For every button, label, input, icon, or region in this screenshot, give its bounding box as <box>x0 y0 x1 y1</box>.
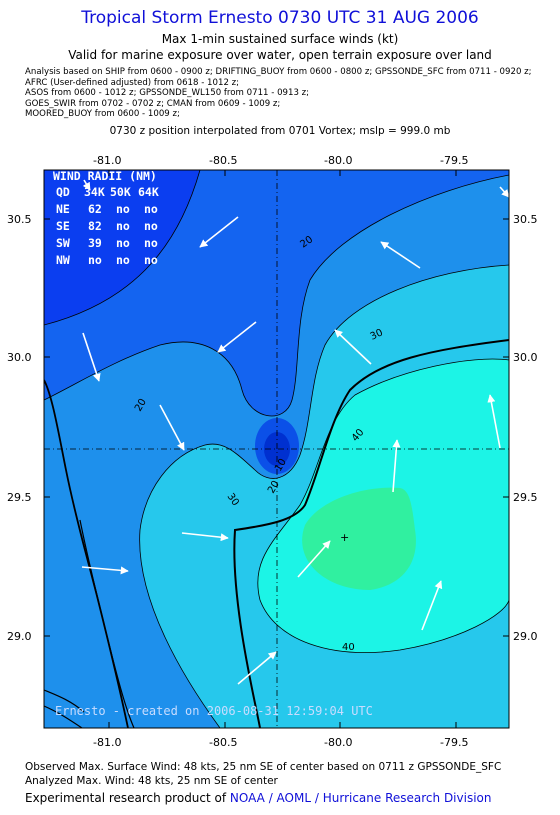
lat-tick-label: 30.5 <box>513 213 538 226</box>
wind-radii-cell: NW <box>56 253 70 267</box>
wind-radii-cell: no <box>116 219 130 233</box>
observation-line: Analysis based on SHIP from 0600 - 0900 … <box>25 67 532 77</box>
lat-tick-label: 29.0 <box>7 630 32 643</box>
wind-vector <box>199 216 239 248</box>
wind-vector <box>237 651 277 685</box>
lat-tick-label: 30.5 <box>7 213 32 226</box>
observation-sources: Analysis based on SHIP from 0600 - 0900 … <box>25 67 532 120</box>
wind-radii-cell: SW <box>56 236 70 250</box>
lat-tick-label: 30.0 <box>513 351 538 364</box>
contour-label: 30 <box>369 327 385 342</box>
contour-10kt <box>44 170 201 326</box>
wind-radii-header: 50K <box>110 185 131 199</box>
contour-40kt <box>257 358 509 653</box>
wind-vector <box>334 329 372 365</box>
lon-tick-label: -79.5 <box>440 736 469 749</box>
credit-line: Experimental research product of NOAA / … <box>25 791 491 805</box>
wind-radii-cell: no <box>144 219 158 233</box>
wind-radii-cell: no <box>116 253 130 267</box>
observation-line: AFRC (User-defined adjusted) from 0618 -… <box>25 77 240 88</box>
wind-vector <box>82 332 101 382</box>
lon-tick-label: -79.5 <box>440 154 469 167</box>
plot-frame <box>43 169 510 729</box>
wind-radii-cell: 82 <box>88 219 102 233</box>
map-title: Tropical Storm Ernesto 0730 UTC 31 AUG 2… <box>81 8 479 28</box>
wind-radii-table: WIND RADII (NM) QD 34K 50K 64K NE 62 no … <box>53 169 159 267</box>
contour-34kt-radius <box>233 339 509 728</box>
observation-line: ASOS from 0600 - 1012 z; GPSSONDE_WL150 … <box>25 88 310 99</box>
wind-vector <box>297 540 331 578</box>
wind-radii-cell: no <box>144 202 158 216</box>
coastline-inlet <box>79 519 135 728</box>
lake-shore <box>44 689 85 728</box>
wind-vector <box>181 532 229 542</box>
wind-radii-cell: 39 <box>88 236 102 250</box>
wind-radii-cell: no <box>144 236 158 250</box>
wind-radii-cell: no <box>116 236 130 250</box>
observation-line: MOORED_BUOY from 0600 - 1009 z; <box>25 109 180 120</box>
wind-vector <box>392 439 401 493</box>
lon-tick-label: -80.5 <box>209 154 238 167</box>
analyzed-max-wind: Analyzed Max. Wind: 48 kts, 25 nm SE of … <box>25 775 278 787</box>
contour-20kt <box>44 174 509 417</box>
credit-prefix: Experimental research product of <box>25 791 230 805</box>
wind-radii-cell: SE <box>56 219 70 233</box>
max-wind-marker: + <box>340 531 349 544</box>
wind-vector <box>499 186 509 198</box>
wind-radii-cell: no <box>88 253 102 267</box>
wind-vector <box>380 241 421 269</box>
wind-max-core <box>302 487 416 590</box>
position-note: 0730 z position interpolated from 0701 V… <box>109 125 451 137</box>
lat-tick-label: 30.0 <box>7 351 32 364</box>
lat-tick-label: 29.0 <box>513 630 538 643</box>
wind-radii-header: 34K <box>84 185 105 199</box>
map-subtitle-units: Max 1-min sustained surface winds (kt) <box>161 32 399 46</box>
wind-vector <box>81 566 129 575</box>
lon-tick-label: -80.0 <box>324 154 353 167</box>
lon-tick-label: -81.0 <box>93 154 122 167</box>
wind-radii-cell: NE <box>56 202 70 216</box>
lat-tick-label: 29.5 <box>7 491 32 504</box>
wind-vector <box>487 394 501 449</box>
wind-radii-title: WIND RADII (NM) <box>53 169 157 183</box>
observed-max-wind: Observed Max. Surface Wind: 48 kts, 25 n… <box>25 761 502 773</box>
wind-vector <box>421 580 443 631</box>
lat-tick-label: 29.5 <box>513 491 538 504</box>
wind-radii-header: QD <box>56 185 70 199</box>
wind-vector <box>159 404 185 451</box>
axis-ticks <box>44 170 509 728</box>
creation-watermark: Ernesto - created on 2006-08-31 12:59:04… <box>55 704 373 718</box>
hrd-link[interactable]: NOAA / AOML / Hurricane Research Divisio… <box>229 791 492 805</box>
lon-tick-label: -81.0 <box>93 736 122 749</box>
observation-line: GOES_SWIR from 0702 - 0702 z; CMAN from … <box>25 98 281 109</box>
lon-tick-label: -80.0 <box>324 736 353 749</box>
coastline <box>44 379 129 728</box>
contour-label: 40 <box>342 642 355 653</box>
contour-30kt <box>139 264 509 728</box>
map-subtitle-exposure: Valid for marine exposure over water, op… <box>68 48 492 62</box>
lon-tick-label: -80.5 <box>209 736 238 749</box>
wind-radii-cell: no <box>144 253 158 267</box>
wind-radii-header: 64K <box>138 185 159 199</box>
wind-radii-cell: 62 <box>88 202 102 216</box>
wind-vector <box>217 321 257 353</box>
wind-radii-cell: no <box>116 202 130 216</box>
wind-vector <box>82 179 91 191</box>
